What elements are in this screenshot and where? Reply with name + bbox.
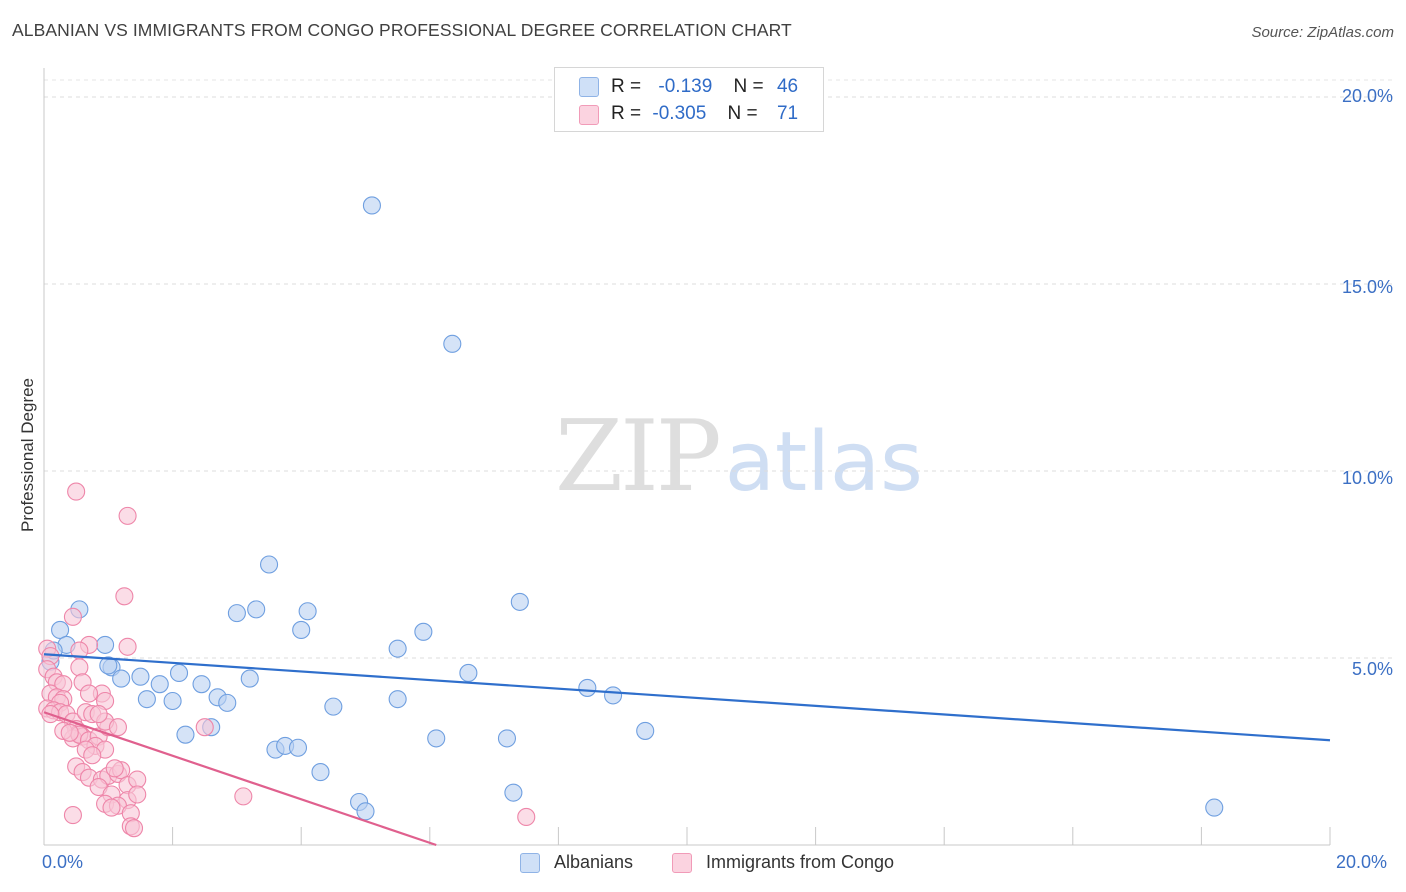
gridlines <box>44 79 1395 659</box>
legend-item-congo: Immigrants from Congo <box>672 852 894 873</box>
y-tick-label: 10.0% <box>1341 468 1393 488</box>
x-tick-label: 0.0% <box>42 852 84 872</box>
data-point <box>443 334 462 353</box>
trend-line-congo <box>43 711 437 847</box>
data-point <box>99 656 118 675</box>
stats-row-congo: R = -0.305 N = 71 <box>611 103 798 127</box>
y-axis-label: Professional Degree <box>18 377 37 533</box>
data-point <box>234 787 253 806</box>
data-point <box>105 759 124 778</box>
data-point <box>388 639 407 658</box>
n-label: N = <box>733 76 764 97</box>
data-point <box>497 729 517 748</box>
data-points <box>38 196 1224 838</box>
data-point <box>176 725 195 744</box>
trend-lines <box>43 653 1331 847</box>
data-point <box>247 600 266 619</box>
data-point <box>504 783 523 802</box>
r-label: R = <box>611 76 642 97</box>
data-point <box>102 798 121 817</box>
data-point <box>70 658 89 677</box>
n-value: 46 <box>776 76 799 97</box>
data-point <box>427 729 446 748</box>
watermark: ZIPatlas <box>555 400 923 514</box>
data-point <box>288 738 308 757</box>
x-tick-label: 20.0% <box>1336 852 1388 872</box>
series-congo <box>38 482 536 838</box>
data-point <box>604 686 623 705</box>
r-value: -0.139 <box>658 76 713 97</box>
y-tick-label: 5.0% <box>1351 659 1393 679</box>
data-point <box>195 718 214 737</box>
data-point <box>298 602 317 621</box>
n-value: 71 <box>776 103 799 124</box>
data-point <box>218 693 237 712</box>
y-tick-label: 20.0% <box>1341 86 1393 106</box>
r-label: R = <box>611 103 642 124</box>
data-point <box>118 506 137 525</box>
data-point <box>118 637 137 656</box>
trend-line-albanians <box>43 653 1331 742</box>
data-point <box>131 667 150 686</box>
legend-item-albanians: Albanians <box>520 852 633 873</box>
data-point <box>124 819 144 838</box>
legend-label: Immigrants from Congo <box>706 852 895 872</box>
data-point <box>578 678 597 697</box>
data-point <box>67 482 86 501</box>
data-point <box>636 721 655 740</box>
data-point <box>115 587 134 606</box>
watermark-zip: ZIP <box>555 400 722 514</box>
data-point <box>163 691 182 711</box>
data-point <box>63 806 82 825</box>
correlation-stats-box: R = -0.139 N = 46 R = -0.305 N = 71 <box>554 67 824 132</box>
data-point <box>169 663 189 683</box>
series-albanians <box>41 196 1224 821</box>
data-point <box>192 675 211 694</box>
data-point <box>83 746 102 765</box>
data-point <box>356 802 375 821</box>
congo-swatch <box>579 105 599 125</box>
data-point <box>510 592 529 611</box>
data-point <box>459 663 478 683</box>
chart-title: ALBANIAN VS IMMIGRANTS FROM CONGO PROFES… <box>12 20 792 40</box>
source-credit: Source: ZipAtlas.com <box>1251 24 1394 41</box>
albanians-swatch <box>579 77 599 97</box>
data-point <box>60 723 79 742</box>
data-point <box>292 620 311 640</box>
data-point <box>311 763 330 782</box>
legend-swatch <box>672 853 692 873</box>
data-point <box>240 669 259 688</box>
data-point <box>517 807 536 827</box>
data-point <box>388 690 407 709</box>
data-point <box>112 669 131 688</box>
data-point <box>150 675 169 694</box>
y-tick-label: 15.0% <box>1341 277 1393 297</box>
data-point <box>79 684 99 703</box>
data-point <box>63 607 82 626</box>
data-point <box>96 635 115 654</box>
data-point <box>362 196 381 215</box>
data-point <box>137 690 156 709</box>
data-point <box>259 555 279 574</box>
data-point <box>1205 798 1224 817</box>
watermark-atlas: atlas <box>724 415 923 510</box>
data-point <box>108 718 127 737</box>
data-point <box>51 620 70 640</box>
data-point <box>324 697 343 716</box>
legend-label: Albanians <box>554 852 634 872</box>
legend-swatch <box>520 853 540 873</box>
n-label: N = <box>727 103 758 124</box>
data-point <box>414 622 433 641</box>
data-point <box>128 785 147 804</box>
r-value: -0.305 <box>652 103 707 124</box>
stats-row-albanians: R = -0.139 N = 46 <box>611 76 798 100</box>
data-point <box>227 604 246 623</box>
data-point <box>89 705 108 724</box>
